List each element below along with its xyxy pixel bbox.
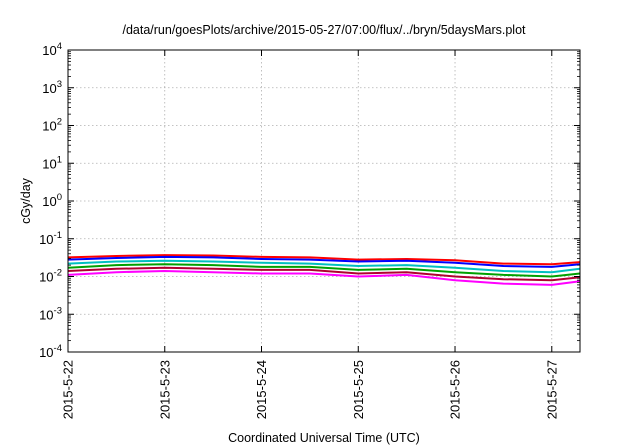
y-tick-label-base: 10	[42, 43, 56, 58]
x-axis-ticks: 2015-5-22 2015-5-23 2015-5-24 2015-5-25 2015…	[61, 50, 559, 419]
y-tick-label-base: 10	[39, 232, 53, 247]
y-tick-label-base: 10	[42, 194, 56, 209]
x-tick-label: 2015-5-22	[61, 360, 76, 419]
x-tick-label: 2015-5-23	[157, 360, 172, 419]
y-tick-label: 10-3	[39, 305, 62, 322]
y-tick-label-base: 10	[39, 345, 53, 360]
plot-frame	[67, 49, 581, 353]
series-line	[67, 259, 581, 274]
chart-title: /data/run/goesPlots/archive/2015-05-27/0…	[122, 23, 526, 37]
x-tick-label: 2015-5-27	[544, 360, 559, 419]
series-lines	[67, 254, 581, 286]
y-tick-label: 104	[42, 41, 62, 58]
y-tick-label-exponent: 1	[57, 154, 62, 165]
y-tick-label-exponent: 4	[57, 41, 62, 52]
grid-lines	[68, 50, 580, 352]
y-tick-label-exponent: 0	[57, 192, 62, 203]
y-tick-label-exponent: 3	[57, 79, 62, 90]
y-axis-label: cGy/day	[19, 177, 33, 224]
y-tick-label-base: 10	[39, 307, 53, 322]
y-tick-label-base: 10	[39, 270, 53, 285]
x-tick-label: 2015-5-24	[254, 360, 269, 419]
y-tick-label: 103	[42, 79, 62, 96]
y-tick-label: 100	[42, 192, 62, 209]
y-tick-label-exponent: -2	[54, 268, 62, 279]
y-tick-label-exponent: 2	[57, 117, 62, 128]
series-line	[67, 266, 581, 282]
y-tick-label: 10-1	[39, 230, 62, 247]
x-tick-label: 2015-5-26	[448, 360, 463, 419]
y-tick-label-exponent: -4	[54, 343, 62, 354]
y-tick-label-base: 10	[42, 119, 56, 134]
x-axis-label: Coordinated Universal Time (UTC)	[228, 431, 420, 445]
x-tick-label: 2015-5-25	[351, 360, 366, 419]
y-tick-label-base: 10	[42, 156, 56, 171]
series-line	[67, 255, 581, 268]
y-tick-label: 102	[42, 117, 62, 134]
y-tick-label-exponent: -1	[54, 230, 62, 241]
y-tick-label-base: 10	[42, 81, 56, 96]
y-tick-label: 10-4	[39, 343, 62, 360]
series-line	[67, 254, 581, 266]
series-line	[67, 270, 581, 286]
y-tick-label: 101	[42, 154, 62, 171]
series-line	[67, 263, 581, 278]
y-tick-label-exponent: -3	[54, 305, 62, 316]
y-tick-label: 10-2	[39, 268, 62, 285]
